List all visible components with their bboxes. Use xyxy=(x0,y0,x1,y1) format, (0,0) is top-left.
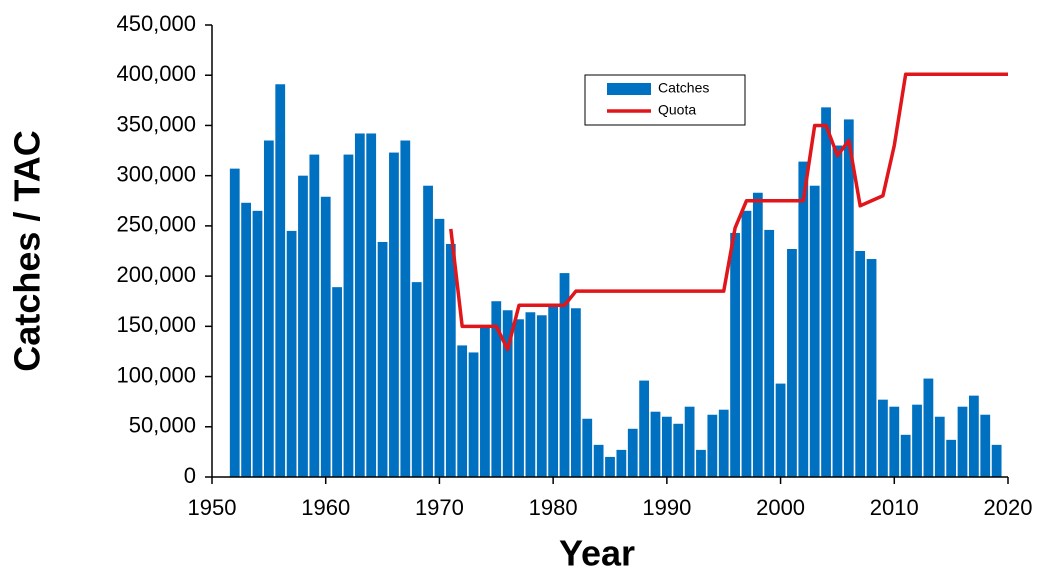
bar xyxy=(605,456,615,477)
bar xyxy=(434,218,445,477)
bar xyxy=(525,312,536,477)
legend-box xyxy=(584,74,746,126)
bar xyxy=(229,168,240,477)
bar xyxy=(332,287,342,477)
bar xyxy=(457,345,468,477)
bar xyxy=(957,406,968,477)
bar xyxy=(241,202,252,477)
bar xyxy=(582,418,593,477)
bar xyxy=(661,416,672,477)
bar xyxy=(548,306,559,477)
legend-label: Catches xyxy=(658,80,709,96)
bar xyxy=(684,406,695,477)
bar xyxy=(889,406,900,477)
bar xyxy=(798,161,809,478)
bar xyxy=(468,352,479,477)
y-tick-label: 450,000 xyxy=(116,11,196,36)
bar xyxy=(866,259,877,477)
bar xyxy=(821,107,831,477)
y-tick-label: 0 xyxy=(184,463,196,488)
y-axis-title: Catches / TAC xyxy=(7,130,48,371)
bar xyxy=(730,232,740,477)
bar xyxy=(991,444,1002,477)
bar xyxy=(934,416,945,477)
bar xyxy=(309,154,320,477)
bar xyxy=(593,444,604,477)
x-tick-label: 1990 xyxy=(642,495,691,520)
y-tick-label: 200,000 xyxy=(116,262,196,287)
bar xyxy=(627,428,638,477)
x-tick-label: 2010 xyxy=(870,495,919,520)
bar xyxy=(366,133,377,478)
bar xyxy=(411,282,422,477)
y-tick-label: 300,000 xyxy=(116,161,196,186)
y-tick-label: 250,000 xyxy=(116,212,196,237)
x-tick-label: 2000 xyxy=(756,495,805,520)
bar xyxy=(480,326,490,477)
y-tick-label: 400,000 xyxy=(116,61,196,86)
bar xyxy=(354,133,365,478)
bar xyxy=(639,380,650,477)
bar xyxy=(320,196,331,477)
bar xyxy=(263,140,274,477)
bar xyxy=(968,395,979,477)
bar xyxy=(980,414,991,477)
y-tick-label: 50,000 xyxy=(129,413,196,438)
bar xyxy=(502,310,513,477)
x-axis-title: Year xyxy=(559,533,635,574)
y-tick-label: 100,000 xyxy=(116,362,196,387)
bar xyxy=(252,210,263,478)
bar xyxy=(445,243,456,477)
bar xyxy=(696,449,706,477)
x-tick-label: 1960 xyxy=(301,495,350,520)
bar xyxy=(741,210,752,478)
line xyxy=(449,72,1008,352)
bar xyxy=(570,308,581,477)
bar xyxy=(843,119,854,477)
bar xyxy=(286,230,297,477)
bar xyxy=(775,383,786,477)
legend-swatch xyxy=(607,83,651,95)
bar xyxy=(878,399,888,477)
bar xyxy=(400,140,411,477)
legend-label: Quota xyxy=(658,102,696,118)
x-tick-label: 1980 xyxy=(529,495,578,520)
bar xyxy=(946,439,957,477)
y-tick-label: 150,000 xyxy=(116,312,196,337)
bar xyxy=(423,185,433,477)
bar xyxy=(377,241,388,477)
bar xyxy=(298,175,308,477)
bar xyxy=(275,84,286,478)
x-tick-label: 2020 xyxy=(984,495,1033,520)
bar xyxy=(764,229,775,477)
bar xyxy=(389,152,399,477)
bar xyxy=(718,409,729,477)
x-tick-label: 1970 xyxy=(415,495,464,520)
bar xyxy=(491,301,502,477)
x-tick-label: 1950 xyxy=(188,495,237,520)
bar xyxy=(855,251,866,477)
bar xyxy=(343,154,354,477)
bar xyxy=(650,411,661,477)
bar xyxy=(514,319,524,477)
bar xyxy=(536,315,547,477)
bar xyxy=(912,404,922,477)
bar xyxy=(787,248,797,477)
bar xyxy=(900,434,911,477)
bar xyxy=(923,378,934,477)
bar xyxy=(673,423,684,477)
bar xyxy=(809,185,820,477)
y-tick-label: 350,000 xyxy=(116,111,196,136)
bar xyxy=(559,273,570,477)
bar xyxy=(832,145,843,478)
bar xyxy=(616,449,627,477)
bar xyxy=(752,192,763,477)
bar xyxy=(707,414,718,477)
